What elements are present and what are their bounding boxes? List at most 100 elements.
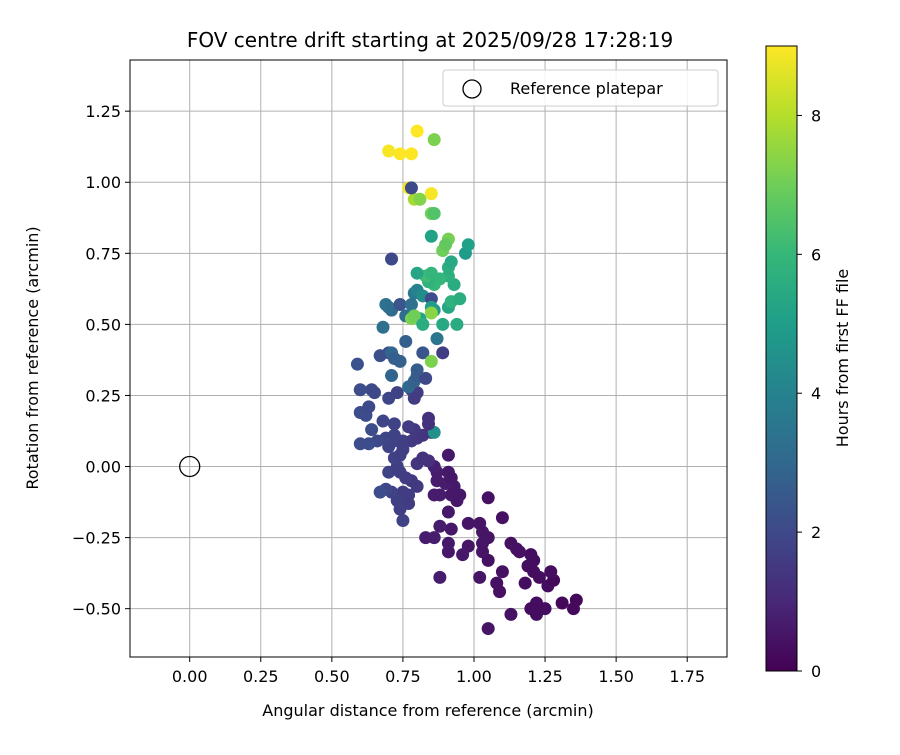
data-point (419, 531, 433, 545)
y-tick-label: 0.25 (85, 386, 121, 405)
data-point (439, 238, 453, 252)
data-point (461, 516, 475, 530)
data-point (436, 346, 450, 360)
x-tick-label: 0.00 (172, 667, 208, 686)
colorbar-gradient (765, 45, 798, 672)
x-axis-label: Angular distance from reference (arcmin) (262, 701, 593, 720)
data-point (385, 369, 399, 383)
data-point (444, 255, 458, 269)
data-point (373, 485, 387, 499)
data-point (490, 576, 504, 590)
data-point (544, 565, 558, 579)
data-point (410, 363, 424, 377)
data-point (444, 522, 458, 536)
x-tick-label: 1.50 (598, 667, 634, 686)
colorbar-tick-label: 6 (811, 245, 821, 264)
data-point (393, 297, 407, 311)
x-tick-label: 1.75 (669, 667, 705, 686)
data-point (416, 451, 430, 465)
data-point (413, 192, 427, 206)
data-point (365, 383, 379, 397)
colorbar-tick-label: 4 (811, 384, 821, 403)
y-tick-label: 1.00 (85, 173, 121, 192)
data-point (410, 266, 424, 280)
data-point (393, 147, 407, 161)
x-axis-ticks: 0.00 0.25 0.50 0.75 1.00 1.25 1.50 1.75 (172, 657, 705, 686)
data-point (410, 124, 424, 138)
x-tick-label: 1.25 (527, 667, 563, 686)
colorbar-ticks: 0 2 4 6 8 (797, 106, 821, 681)
data-point (353, 383, 367, 397)
data-point (350, 357, 364, 371)
legend-box (442, 69, 719, 107)
data-point (436, 317, 450, 331)
data-point (456, 548, 470, 562)
data-point (441, 465, 455, 479)
colorbar-tick-label: 2 (811, 523, 821, 542)
y-tick-label: −0.50 (72, 600, 121, 619)
data-point (422, 411, 435, 425)
data-point (399, 471, 413, 485)
colorbar-label: Hours from first FF file (833, 269, 852, 448)
y-tick-label: 0.50 (85, 315, 121, 334)
x-tick-label: 0.25 (243, 667, 279, 686)
data-points (350, 124, 583, 636)
data-point (433, 570, 447, 584)
data-point (495, 511, 509, 525)
colorbar: 0 2 4 6 8 Hours from first FF file (765, 45, 852, 681)
data-point (407, 309, 421, 323)
data-point (424, 306, 438, 320)
data-point (390, 386, 404, 400)
data-point (399, 334, 413, 348)
data-point (427, 488, 441, 502)
data-point (461, 238, 475, 252)
legend: Reference platepar (442, 69, 719, 107)
data-point (504, 607, 518, 621)
data-point (476, 525, 490, 539)
y-tick-label: 0.75 (85, 244, 121, 263)
data-point (512, 545, 526, 559)
data-point (481, 491, 495, 505)
y-axis-label: Rotation from reference (arcmin) (23, 226, 42, 489)
data-point (441, 448, 455, 462)
data-point (416, 317, 430, 331)
data-point (481, 622, 495, 636)
reference-marker-group (179, 455, 201, 478)
x-tick-label: 0.50 (314, 667, 350, 686)
data-point (424, 229, 438, 243)
data-point (555, 596, 569, 610)
data-point (473, 570, 487, 584)
data-point (393, 502, 407, 516)
data-point (424, 266, 438, 280)
legend-reference-marker (462, 79, 482, 99)
data-point (387, 428, 401, 442)
data-point (376, 320, 390, 334)
data-point (402, 420, 416, 434)
data-point (518, 576, 532, 590)
data-point (404, 147, 418, 161)
data-point (450, 317, 464, 331)
data-point (427, 207, 441, 221)
data-point (396, 514, 410, 528)
data-point (433, 519, 447, 533)
reference-platepar-marker (179, 455, 201, 478)
data-point (495, 565, 509, 579)
y-tick-label: 1.25 (85, 102, 121, 121)
data-point (404, 181, 418, 195)
data-point (441, 536, 455, 550)
data-point (569, 593, 583, 607)
data-point (441, 505, 455, 519)
data-point (365, 423, 379, 437)
colorbar-tick-label: 0 (811, 662, 821, 681)
data-point (410, 479, 424, 493)
data-point (427, 133, 441, 147)
data-point (416, 346, 430, 360)
data-point (376, 414, 390, 428)
chart-title: FOV centre drift starting at 2025/09/28 … (187, 28, 673, 52)
plot-frame (129, 59, 728, 658)
data-point (453, 292, 467, 306)
data-point (419, 371, 433, 385)
data-point (382, 144, 396, 158)
